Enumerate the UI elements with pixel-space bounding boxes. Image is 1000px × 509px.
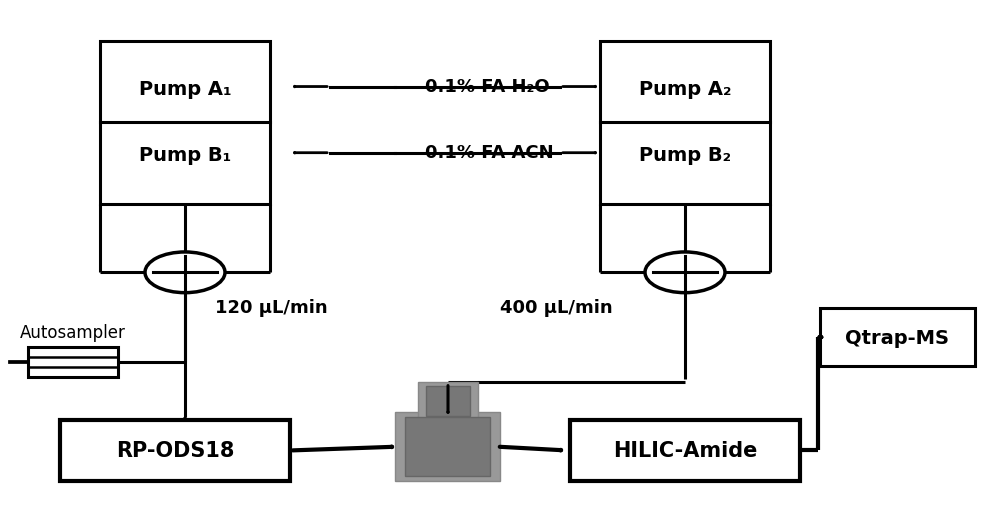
Text: 0.1% FA ACN: 0.1% FA ACN <box>425 144 554 162</box>
Text: 120 μL/min: 120 μL/min <box>215 299 328 317</box>
Bar <box>600 41 770 204</box>
Bar <box>405 417 490 476</box>
Text: Pump A₂: Pump A₂ <box>639 79 731 99</box>
Text: RP-ODS18: RP-ODS18 <box>116 441 234 462</box>
Text: Pump A₁: Pump A₁ <box>139 79 231 99</box>
Text: HILIC-Amide: HILIC-Amide <box>613 441 757 462</box>
Bar <box>395 412 500 481</box>
Bar <box>34 357 112 364</box>
Bar <box>34 367 112 374</box>
Bar <box>426 386 470 416</box>
Text: Pump B₁: Pump B₁ <box>139 146 231 165</box>
Text: 0.1% FA H₂O: 0.1% FA H₂O <box>425 77 550 96</box>
Circle shape <box>145 252 225 293</box>
Text: Qtrap-MS: Qtrap-MS <box>845 329 949 348</box>
Text: Pump B₂: Pump B₂ <box>639 146 731 165</box>
Bar <box>570 420 800 481</box>
Bar <box>418 382 478 420</box>
Bar <box>820 308 975 366</box>
Text: 400 μL/min: 400 μL/min <box>500 299 613 317</box>
Text: Autosampler: Autosampler <box>20 324 126 343</box>
Bar <box>28 347 118 377</box>
Bar <box>100 41 270 204</box>
Circle shape <box>645 252 725 293</box>
Bar <box>60 420 290 481</box>
